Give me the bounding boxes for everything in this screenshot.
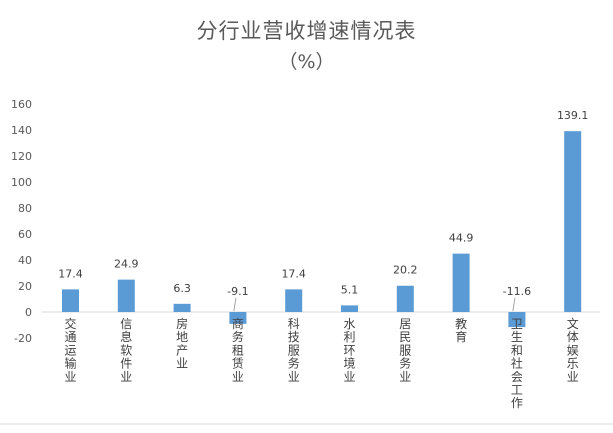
category-label: 科技服务业 [288,317,300,384]
data-label: -9.1 [227,285,248,298]
bar [117,279,135,312]
bar [229,312,247,324]
y-tick-label: 40 [18,254,32,267]
data-label: 24.9 [114,258,139,271]
y-tick-label: 60 [18,228,32,241]
data-label-leader-line [512,297,516,312]
data-label: 44.9 [449,232,474,245]
bar [452,253,470,312]
chart-subtitle: （%） [278,51,335,73]
y-tick-label: -20 [14,332,32,345]
data-label-leader-line [233,297,237,312]
data-label: 139.1 [557,109,589,122]
y-tick-label: 0 [25,306,32,319]
category-label: 卫生和社会工作 [511,317,523,410]
y-tick-label: 100 [11,176,32,189]
data-label: 5.1 [341,283,359,296]
y-tick-label: 120 [11,150,32,163]
data-label: 17.4 [58,267,83,280]
category-label: 水利环境业 [343,317,355,384]
category-label: 信息软件业 [120,317,132,384]
category-label: 商务租赁业 [232,316,244,384]
y-tick-label: 160 [11,98,32,111]
y-tick-label: 140 [11,124,32,137]
data-label: -11.6 [503,285,531,298]
bar [396,285,414,312]
category-label: 文体娱乐业 [567,316,579,384]
bar [564,131,582,312]
bar [62,289,79,312]
data-label: 17.4 [281,267,306,280]
bar [508,312,526,328]
category-label: 房地产业 [176,316,188,371]
y-axis-ticks: -20 0 20 40 60 80 100 120 140 160 [11,98,32,345]
data-label: 6.3 [173,282,191,295]
category-labels-group: 交通运输业 信息软件业 房地产业 商务租赁业 科技服务业 水利环境业 居民服务业 教育 卫生和社… [64,316,578,410]
bar [341,305,358,312]
data-labels-group: 17.4 24.9 6.3 -9.1 17.4 5.1 20.2 44.9 -11.6 139.1 [58,109,589,312]
bar [285,289,303,312]
category-label: 教育 [455,316,467,344]
bar [173,303,191,312]
category-label: 交通运输业 [64,316,76,384]
axis-lines [0,311,613,425]
data-label: 20.2 [393,264,418,277]
category-label: 居民服务业 [399,317,411,384]
y-tick-label: 20 [18,280,32,293]
bars-group [62,131,582,328]
chart-title: 分行业营收增速情况表 [196,19,417,43]
y-tick-label: 80 [18,202,32,215]
